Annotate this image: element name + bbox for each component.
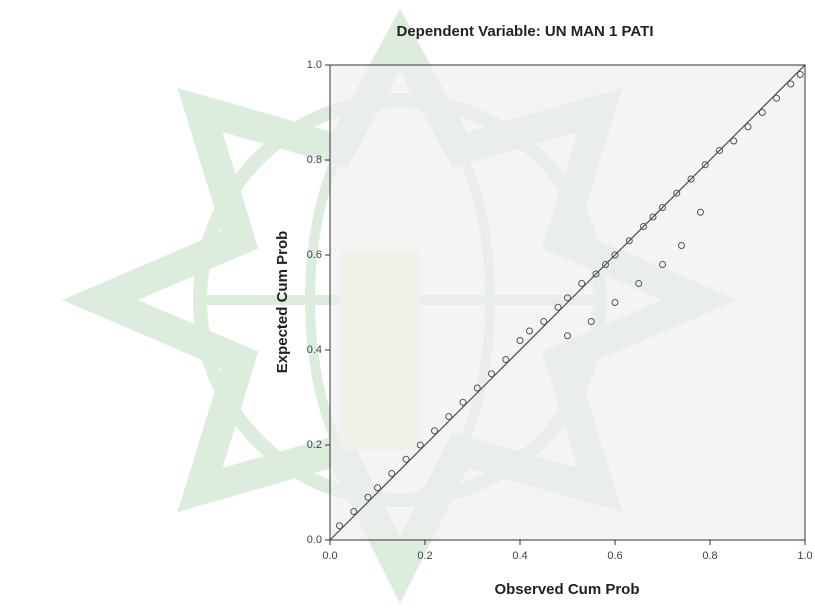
point <box>592 270 600 278</box>
point <box>564 294 571 302</box>
point <box>659 261 666 268</box>
point <box>564 332 571 340</box>
point <box>350 508 358 515</box>
point <box>578 280 586 287</box>
point <box>716 147 723 154</box>
chart-title: Dependent Variable: UN MAN 1 PATI <box>397 23 654 40</box>
point <box>611 299 619 306</box>
point <box>758 109 766 116</box>
point <box>602 261 609 268</box>
point <box>540 318 548 325</box>
x-tick-label: 0.8 <box>702 550 717 562</box>
point <box>459 398 467 406</box>
point <box>516 337 524 344</box>
x-tick-label: 0.4 <box>512 550 527 562</box>
point <box>730 137 738 145</box>
y-axis-label: Expected Cum Prob <box>274 231 291 374</box>
point <box>640 223 647 230</box>
x-axis-label: Observed Cum Prob <box>494 581 639 598</box>
point <box>587 318 595 325</box>
point <box>502 356 510 363</box>
point <box>678 242 685 249</box>
x-tick-label: 0.6 <box>607 550 622 562</box>
point <box>336 522 343 530</box>
x-tick-label: 1.0 <box>797 550 812 562</box>
point <box>611 251 619 259</box>
point <box>445 413 453 420</box>
point <box>635 280 643 287</box>
y-tick-label: 0.8 <box>307 154 322 166</box>
point <box>701 161 709 169</box>
point <box>431 427 438 435</box>
x-tick-label: 0.0 <box>322 550 337 562</box>
point <box>364 493 372 501</box>
point <box>673 189 681 197</box>
point <box>659 204 666 211</box>
point <box>796 71 804 78</box>
y-tick-label: 1.0 <box>307 59 322 71</box>
point <box>473 384 481 392</box>
x-tick-label: 0.2 <box>417 550 432 562</box>
point <box>649 213 657 221</box>
reference-line <box>329 64 806 541</box>
point <box>374 484 381 492</box>
point <box>416 441 424 449</box>
point <box>773 94 780 102</box>
point <box>526 327 533 335</box>
y-tick-label: 0.0 <box>307 534 322 546</box>
point <box>744 123 752 131</box>
point <box>697 208 704 216</box>
point <box>388 470 396 477</box>
point <box>554 303 562 311</box>
point <box>488 370 495 378</box>
point <box>687 175 695 183</box>
y-tick-label: 0.6 <box>307 249 322 261</box>
point <box>402 455 410 463</box>
point <box>787 80 795 88</box>
point <box>625 237 633 245</box>
y-tick-label: 0.2 <box>307 439 322 451</box>
y-tick-label: 0.4 <box>307 344 322 356</box>
